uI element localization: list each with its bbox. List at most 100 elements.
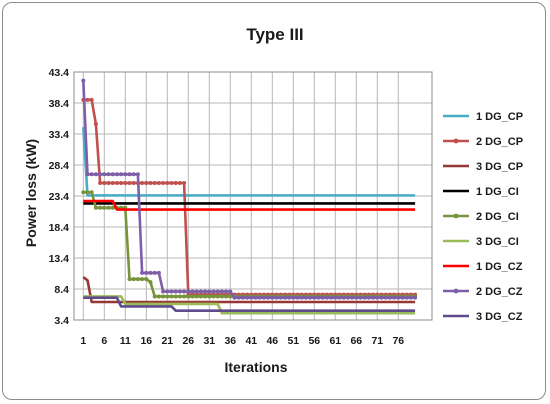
series-marker [203, 289, 208, 294]
series-marker [156, 294, 161, 299]
series-marker [148, 270, 153, 275]
series-marker [207, 289, 212, 294]
series-marker [93, 205, 98, 210]
series-marker [144, 270, 149, 275]
series-marker [98, 172, 103, 177]
series-marker [182, 180, 187, 185]
series-marker [337, 295, 342, 300]
series-marker [161, 294, 166, 299]
series-marker [198, 289, 203, 294]
series-marker [119, 180, 124, 185]
series-marker [308, 295, 313, 300]
series-marker [135, 277, 140, 282]
y-axis-ticks: 3.4 8.4 13.4 18.4 23.4 28.4 33.4 38.4 43.4 [49, 67, 70, 327]
series-marker [89, 97, 94, 102]
series-marker [140, 180, 145, 185]
series-line-3-dg_ci [83, 295, 416, 315]
x-tick-label: 6 [101, 335, 107, 347]
x-tick-label: 66 [350, 335, 362, 347]
x-tick-label: 56 [308, 335, 320, 347]
series-marker [106, 172, 111, 177]
legend-marker [453, 138, 459, 144]
series-marker [182, 294, 187, 299]
series-marker [379, 295, 384, 300]
series-marker [215, 289, 220, 294]
series-marker [396, 295, 401, 300]
series-marker [387, 295, 392, 300]
series-marker [161, 180, 166, 185]
series-line-1-dg_cp [82, 127, 416, 197]
x-tick-label: 76 [392, 335, 404, 347]
series-marker [253, 295, 258, 300]
series-marker [270, 295, 275, 300]
plot-area [73, 71, 433, 321]
y-tick-label: 33.4 [49, 129, 70, 141]
series-marker [404, 295, 409, 300]
series-marker [98, 205, 103, 210]
series-marker [303, 295, 308, 300]
y-axis-title: Power loss (kW) [23, 139, 39, 247]
series-marker [215, 294, 220, 299]
series-marker [278, 295, 283, 300]
series-marker [186, 289, 191, 294]
y-tick-label: 43.4 [49, 67, 70, 79]
y-tick-label: 23.4 [49, 191, 70, 203]
series-marker [177, 289, 182, 294]
series-marker [131, 180, 136, 185]
series-marker [354, 295, 359, 300]
y-tick-label: 28.4 [49, 160, 70, 172]
series-marker [257, 295, 262, 300]
x-tick-label: 51 [287, 335, 299, 347]
series-marker [173, 180, 178, 185]
series-marker [148, 180, 153, 185]
legend-marker [453, 288, 459, 294]
series-marker [93, 122, 98, 127]
series-marker [127, 277, 132, 282]
series-marker [102, 180, 107, 185]
x-tick-label: 61 [329, 335, 341, 347]
series-line-1-dg_cz [83, 199, 416, 211]
series-line-3-dg_cz [83, 296, 416, 313]
legend: 1 DG_CP 2 DG_CP 3 DG_CP 1 DG_CI 2 DG_CI 3 DG_… [443, 111, 523, 323]
series-marker [194, 289, 199, 294]
series-marker [287, 295, 292, 300]
series-marker [375, 295, 380, 300]
legend-entry: 1 DG_CP [476, 111, 523, 123]
series-marker [190, 289, 195, 294]
series-marker [102, 205, 107, 210]
series-marker [81, 78, 86, 83]
series-marker [282, 295, 287, 300]
series-marker [413, 295, 418, 300]
y-tick-label: 3.4 [54, 315, 69, 327]
series-marker [194, 294, 199, 299]
series-marker [219, 294, 224, 299]
series-marker [232, 295, 237, 300]
series-marker [81, 190, 86, 195]
legend-entry: 3 DG_CP [476, 161, 523, 173]
series-marker [249, 295, 254, 300]
x-axis-title: Iterations [224, 359, 287, 375]
series-marker [110, 180, 115, 185]
series-marker [320, 295, 325, 300]
x-tick-label: 41 [245, 335, 257, 347]
series-marker [89, 190, 94, 195]
series-marker [156, 180, 161, 185]
series-marker [110, 205, 115, 210]
series-marker [152, 270, 157, 275]
series-marker [299, 295, 304, 300]
series-marker [165, 180, 170, 185]
series-marker [165, 289, 170, 294]
series-marker [371, 295, 376, 300]
legend-entry: 2 DG_CZ [476, 286, 523, 298]
series-marker [333, 295, 338, 300]
series-marker [400, 295, 405, 300]
series-marker [173, 294, 178, 299]
y-tick-label: 38.4 [49, 98, 70, 110]
series-marker [85, 190, 90, 195]
y-tick-label: 8.4 [54, 284, 69, 296]
series-marker [266, 295, 271, 300]
series-marker [207, 294, 212, 299]
series-line-3-dg_cp [82, 276, 416, 304]
series-marker [198, 294, 203, 299]
